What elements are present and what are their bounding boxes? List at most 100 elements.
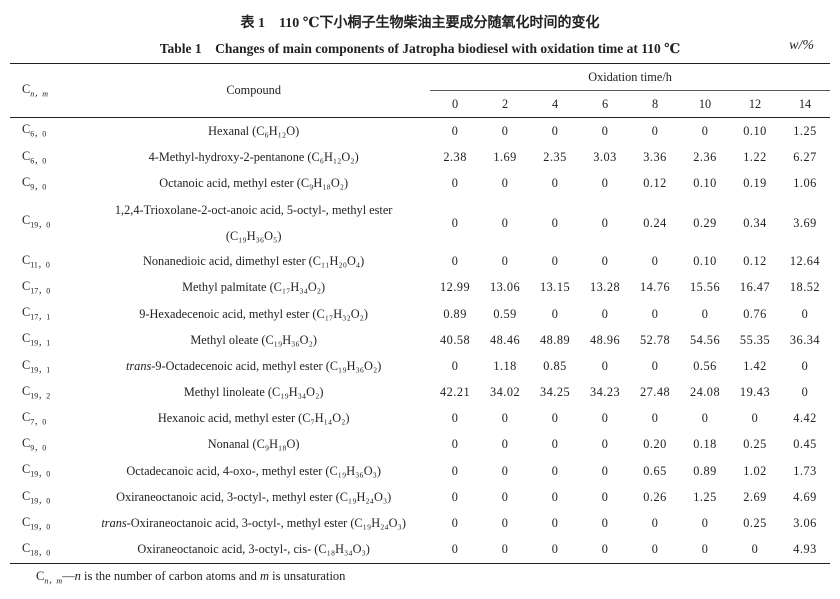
value-cell: 0.24 <box>643 215 667 230</box>
value-cell: 0 <box>601 489 609 504</box>
value-cell: 24.08 <box>689 385 721 400</box>
value-cell: 0 <box>451 358 459 373</box>
value-cell: 0.10 <box>693 175 717 190</box>
value-cell: 0 <box>451 516 459 531</box>
compound-formula: (C₉H₁₈O) <box>252 437 300 452</box>
value-cell: 0.12 <box>643 175 667 190</box>
value-cell: 0.19 <box>743 175 767 190</box>
value-cell: 0.89 <box>693 463 717 478</box>
compound-formula: (C₁₉H₂₄O₃) <box>350 516 406 531</box>
value-cell: 0 <box>651 254 659 269</box>
value-cell: 0 <box>701 123 709 138</box>
compound-formula: (C₁₇H₃₄O₂) <box>269 280 326 295</box>
value-cell: 0 <box>651 542 659 557</box>
value-cell: 1.25 <box>793 123 817 138</box>
value-cell: 48.96 <box>589 332 621 347</box>
value-cell: 0 <box>501 254 509 269</box>
value-cell: 1.42 <box>743 358 767 373</box>
table-row: C7，0 Hexanoic acid, methyl ester (C₇H₁₄O₂… <box>10 406 830 432</box>
value-cell: 0 <box>451 123 459 138</box>
footnote-c: C <box>36 569 45 583</box>
cnm-cell: C7，0 <box>22 410 47 427</box>
table-row: C17，0 Methyl palmitate (C₁₇H₃₄O₂) 12.99 13.… <box>10 275 830 301</box>
value-cell: 1.06 <box>793 175 817 190</box>
header-time-8: 8 <box>630 90 681 118</box>
value-cell: 0 <box>551 123 559 138</box>
value-cell: 0 <box>451 489 459 504</box>
value-cell: 40.58 <box>440 332 471 347</box>
table-row: C19，1 trans-9-Octadecenoic acid, methyl e… <box>10 353 830 379</box>
value-cell: 3.06 <box>793 516 817 531</box>
value-cell: 0 <box>451 411 459 426</box>
header-time-6: 6 <box>580 90 631 118</box>
value-cell: 0 <box>651 411 659 426</box>
unit-label: w/% <box>789 38 814 53</box>
value-cell: 0 <box>501 463 509 478</box>
compound-prefix: trans <box>125 358 152 373</box>
value-cell: 0 <box>451 437 459 452</box>
compound-formula: (C₁₉H₂₄O₃) <box>335 489 392 504</box>
value-cell: 0 <box>451 542 459 557</box>
value-cell: 1.73 <box>793 463 817 478</box>
value-cell: 34.02 <box>490 385 521 400</box>
value-cell: 0 <box>651 123 659 138</box>
cnm-cell: C19，0 <box>22 514 51 532</box>
value-cell: 4.69 <box>793 489 817 504</box>
table-row: C9，0 Octanoic acid, methyl ester (C₉H₁₈O₂… <box>10 170 830 196</box>
value-cell: 6.27 <box>793 149 817 164</box>
cnm-subscript: 9，0 <box>30 182 47 192</box>
table-row: C6，0 Hexanal (C₆H₁₂O) 0 0 0 0 0 0 0.10 1.25 <box>10 118 830 145</box>
value-cell: 0 <box>601 411 609 426</box>
value-cell: 0 <box>601 516 609 531</box>
value-cell: 4.42 <box>793 411 817 426</box>
table-row: C19，1 Methyl oleate (C₁₉H₃₆O₂) 40.58 48.46 4… <box>10 327 830 353</box>
value-cell: 36.34 <box>789 332 821 347</box>
cnm-cell: C19，1 <box>22 357 51 375</box>
value-cell: 0 <box>551 542 559 557</box>
value-cell: 1.18 <box>493 358 517 373</box>
table-row: C19，0 trans-Oxiraneoctanoic acid, 3-octyl… <box>10 510 830 536</box>
compound-name: 4-Methyl-hydroxy-2-pentanone <box>148 149 305 164</box>
table-row: C19，0 1,2,4-Trioxolane-2-oct-anoic acid, … <box>10 197 830 249</box>
value-cell: 2.35 <box>543 149 567 164</box>
compound-cell: trans-9-Octadecenoic acid, methyl ester … <box>77 353 430 379</box>
compound-name: Hexanal <box>208 123 250 138</box>
compound-formula: (C₁₉H₃₆O₂) <box>325 358 382 373</box>
value-cell: 0 <box>601 306 609 321</box>
value-cell: 0 <box>701 411 709 426</box>
footnote-text2: is unsaturation <box>269 569 346 583</box>
table-row: C19，2 Methyl linoleate (C₁₉H₃₄O₂) 42.21 34.… <box>10 380 830 406</box>
cnm-cell: C19，0 <box>22 462 51 479</box>
header-compound: Compound <box>77 63 431 118</box>
value-cell: 0.29 <box>693 215 717 230</box>
cnm-subscript: 6，0 <box>30 156 47 165</box>
compound-cell: Oxiraneoctanoic acid, 3-octyl-, methyl e… <box>77 484 430 510</box>
table-title-chinese: 表 1 110 ℃下小桐子生物柴油主要成分随氧化时间的变化 <box>240 16 600 31</box>
value-cell: 1.02 <box>743 463 767 478</box>
value-cell: 0 <box>501 516 509 531</box>
cnm-subscript: 17，1 <box>30 312 51 322</box>
value-cell: 2.69 <box>743 489 767 504</box>
compound-name: Methyl oleate <box>190 332 259 347</box>
cnm-subscript: 19，2 <box>30 391 51 401</box>
value-cell: 14.76 <box>639 280 671 295</box>
cnm-subscript: 19，0 <box>30 522 51 532</box>
compound-cell: Octadecanoic acid, 4-oxo-, methyl ester … <box>77 458 430 484</box>
compound-formula: (C₁₈H₃₄O₃) <box>314 542 370 557</box>
value-cell: 0.76 <box>743 306 767 321</box>
compound-formula: (C₆H₁₂O) <box>252 123 300 138</box>
value-cell: 0 <box>701 516 709 531</box>
value-cell: 0 <box>601 254 609 269</box>
table-row: C6，0 4-Methyl-hydroxy-2-pentanone (C₆H₁₂O… <box>10 144 830 170</box>
value-cell: 0 <box>801 358 809 373</box>
header-cnm-sub: n，m <box>30 89 48 99</box>
header-row: Cn，m Compound Oxidation time/h <box>10 63 830 118</box>
footnote: Cn，m—n is the number of carbon atoms and… <box>36 569 345 587</box>
compound-cell: Hexanoic acid, methyl ester (C₇H₁₄O₂) <box>77 406 430 432</box>
value-cell: 27.48 <box>639 385 671 400</box>
value-cell: 0 <box>701 306 709 321</box>
value-cell: 19.43 <box>739 385 771 400</box>
value-cell: 0.10 <box>693 254 717 269</box>
compound-prefix: trans <box>101 516 127 531</box>
value-cell: 0 <box>551 215 559 230</box>
